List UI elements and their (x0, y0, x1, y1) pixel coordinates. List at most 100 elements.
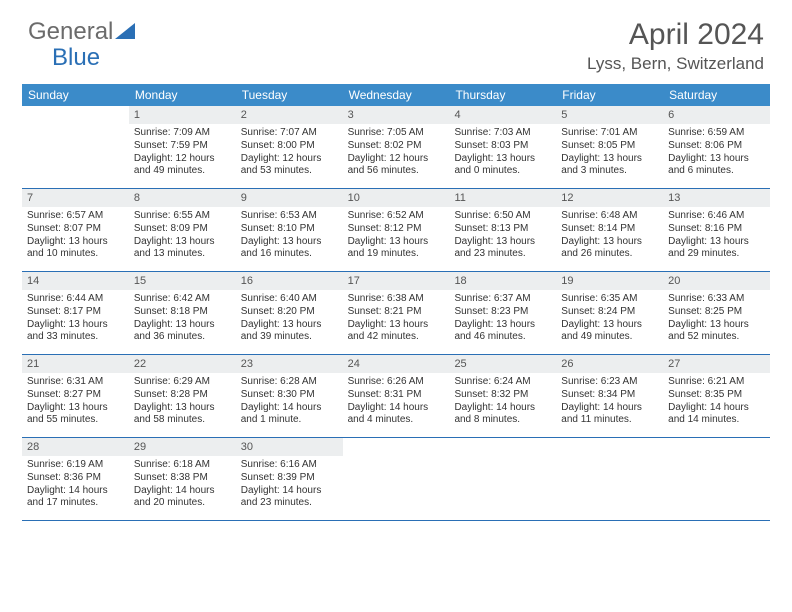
sunset-text: Sunset: 8:36 PM (27, 472, 124, 485)
sunrise-text: Sunrise: 6:37 AM (454, 293, 551, 306)
sunset-text: Sunset: 8:05 PM (561, 140, 658, 153)
day-cell: 10 Sunrise: 6:52 AMSunset: 8:12 PMDayligh… (343, 189, 450, 271)
sunrise-text: Sunrise: 6:19 AM (27, 459, 124, 472)
day-body: Sunrise: 6:50 AMSunset: 8:13 PMDaylight:… (449, 207, 556, 265)
sunset-text: Sunset: 8:39 PM (241, 472, 338, 485)
sunset-text: Sunset: 8:12 PM (348, 223, 445, 236)
day-cell: 19Sunrise: 6:35 AMSunset: 8:24 PMDayligh… (556, 272, 663, 354)
daylight-text: Daylight: 13 hours and 0 minutes. (454, 153, 551, 179)
day-cell: 15Sunrise: 6:42 AMSunset: 8:18 PMDayligh… (129, 272, 236, 354)
day-body: Sunrise: 6:42 AMSunset: 8:18 PMDaylight:… (129, 290, 236, 348)
week-row: 14Sunrise: 6:44 AMSunset: 8:17 PMDayligh… (22, 272, 770, 355)
sunrise-text: Sunrise: 6:29 AM (134, 376, 231, 389)
day-cell: 7Sunrise: 6:57 AMSunset: 8:07 PMDaylight… (22, 189, 129, 271)
sunrise-text: Sunrise: 6:26 AM (348, 376, 445, 389)
sunrise-text: Sunrise: 6:59 AM (668, 127, 765, 140)
daylight-text: Daylight: 13 hours and 23 minutes. (454, 236, 551, 262)
daylight-text: Daylight: 13 hours and 16 minutes. (241, 236, 338, 262)
sunset-text: Sunset: 8:10 PM (241, 223, 338, 236)
day-body: Sunrise: 7:09 AMSunset: 7:59 PMDaylight:… (129, 124, 236, 182)
logo: General (28, 18, 135, 46)
sunrise-text: Sunrise: 6:18 AM (134, 459, 231, 472)
day-cell: 30Sunrise: 6:16 AMSunset: 8:39 PMDayligh… (236, 438, 343, 520)
day-body: Sunrise: 7:03 AMSunset: 8:03 PMDaylight:… (449, 124, 556, 182)
daylight-text: Daylight: 13 hours and 33 minutes. (27, 319, 124, 345)
day-cell: 6Sunrise: 6:59 AMSunset: 8:06 PMDaylight… (663, 106, 770, 188)
weekday-header-row: Sunday Monday Tuesday Wednesday Thursday… (22, 84, 770, 106)
day-number: 29 (129, 438, 236, 456)
day-cell: 24Sunrise: 6:26 AMSunset: 8:31 PMDayligh… (343, 355, 450, 437)
sunset-text: Sunset: 8:28 PM (134, 389, 231, 402)
sunrise-text: Sunrise: 6:48 AM (561, 210, 658, 223)
daylight-text: Daylight: 14 hours and 17 minutes. (27, 485, 124, 511)
sunset-text: Sunset: 8:18 PM (134, 306, 231, 319)
sunrise-text: Sunrise: 6:44 AM (27, 293, 124, 306)
day-number: 11 (449, 189, 556, 207)
sunset-text: Sunset: 8:16 PM (668, 223, 765, 236)
day-body: Sunrise: 7:07 AMSunset: 8:00 PMDaylight:… (236, 124, 343, 182)
logo-triangle-icon (115, 23, 135, 39)
sunset-text: Sunset: 8:21 PM (348, 306, 445, 319)
sunset-text: Sunset: 8:09 PM (134, 223, 231, 236)
sunrise-text: Sunrise: 7:05 AM (348, 127, 445, 140)
sunset-text: Sunset: 8:00 PM (241, 140, 338, 153)
day-cell: 22Sunrise: 6:29 AMSunset: 8:28 PMDayligh… (129, 355, 236, 437)
daylight-text: Daylight: 12 hours and 49 minutes. (134, 153, 231, 179)
day-cell: 5Sunrise: 7:01 AMSunset: 8:05 PMDaylight… (556, 106, 663, 188)
day-cell: 2Sunrise: 7:07 AMSunset: 8:00 PMDaylight… (236, 106, 343, 188)
weekday-tuesday: Tuesday (236, 84, 343, 106)
day-cell: 26Sunrise: 6:23 AMSunset: 8:34 PMDayligh… (556, 355, 663, 437)
day-body: Sunrise: 6:33 AMSunset: 8:25 PMDaylight:… (663, 290, 770, 348)
day-cell: 1Sunrise: 7:09 AMSunset: 7:59 PMDaylight… (129, 106, 236, 188)
daylight-text: Daylight: 14 hours and 1 minute. (241, 402, 338, 428)
sunset-text: Sunset: 8:07 PM (27, 223, 124, 236)
sunrise-text: Sunrise: 7:09 AM (134, 127, 231, 140)
day-number: 27 (663, 355, 770, 373)
sunrise-text: Sunrise: 6:16 AM (241, 459, 338, 472)
sunset-text: Sunset: 8:25 PM (668, 306, 765, 319)
day-number: 20 (663, 272, 770, 290)
day-body: Sunrise: 6:23 AMSunset: 8:34 PMDaylight:… (556, 373, 663, 431)
day-number: 18 (449, 272, 556, 290)
sunrise-text: Sunrise: 6:21 AM (668, 376, 765, 389)
day-cell: 23Sunrise: 6:28 AMSunset: 8:30 PMDayligh… (236, 355, 343, 437)
daylight-text: Daylight: 13 hours and 49 minutes. (561, 319, 658, 345)
sunset-text: Sunset: 8:14 PM (561, 223, 658, 236)
day-body: Sunrise: 6:19 AMSunset: 8:36 PMDaylight:… (22, 456, 129, 514)
weekday-sunday: Sunday (22, 84, 129, 106)
day-cell: 21Sunrise: 6:31 AMSunset: 8:27 PMDayligh… (22, 355, 129, 437)
daylight-text: Daylight: 13 hours and 42 minutes. (348, 319, 445, 345)
day-number: 19 (556, 272, 663, 290)
sunrise-text: Sunrise: 6:40 AM (241, 293, 338, 306)
day-number: 10 (343, 189, 450, 207)
sunrise-text: Sunrise: 7:01 AM (561, 127, 658, 140)
daylight-text: Daylight: 13 hours and 19 minutes. (348, 236, 445, 262)
week-row: 7Sunrise: 6:57 AMSunset: 8:07 PMDaylight… (22, 189, 770, 272)
day-number: 23 (236, 355, 343, 373)
day-number: 15 (129, 272, 236, 290)
title-block: April 2024 Lyss, Bern, Switzerland (587, 18, 764, 74)
calendar: Sunday Monday Tuesday Wednesday Thursday… (22, 84, 770, 521)
day-number: 13 (663, 189, 770, 207)
sunrise-text: Sunrise: 6:52 AM (348, 210, 445, 223)
sunrise-text: Sunrise: 6:55 AM (134, 210, 231, 223)
sunrise-text: Sunrise: 7:07 AM (241, 127, 338, 140)
day-body: Sunrise: 6:18 AMSunset: 8:38 PMDaylight:… (129, 456, 236, 514)
daylight-text: Daylight: 13 hours and 39 minutes. (241, 319, 338, 345)
daylight-text: Daylight: 12 hours and 56 minutes. (348, 153, 445, 179)
day-number: 7 (22, 189, 129, 207)
day-body: Sunrise: 6:44 AMSunset: 8:17 PMDaylight:… (22, 290, 129, 348)
daylight-text: Daylight: 14 hours and 11 minutes. (561, 402, 658, 428)
daylight-text: Daylight: 13 hours and 52 minutes. (668, 319, 765, 345)
day-number: 8 (129, 189, 236, 207)
sunset-text: Sunset: 8:30 PM (241, 389, 338, 402)
day-number: 17 (343, 272, 450, 290)
day-cell: 16Sunrise: 6:40 AMSunset: 8:20 PMDayligh… (236, 272, 343, 354)
day-body: Sunrise: 6:55 AMSunset: 8:09 PMDaylight:… (129, 207, 236, 265)
day-body: Sunrise: 6:37 AMSunset: 8:23 PMDaylight:… (449, 290, 556, 348)
day-cell: 11Sunrise: 6:50 AMSunset: 8:13 PMDayligh… (449, 189, 556, 271)
logo-text-1: General (28, 18, 113, 46)
sunset-text: Sunset: 8:32 PM (454, 389, 551, 402)
day-number: 26 (556, 355, 663, 373)
daylight-text: Daylight: 12 hours and 53 minutes. (241, 153, 338, 179)
